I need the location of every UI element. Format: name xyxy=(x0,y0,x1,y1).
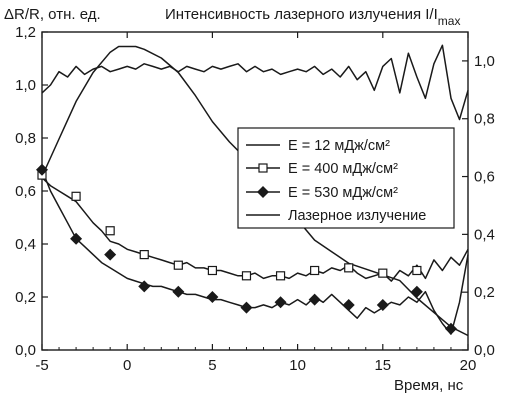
square-marker xyxy=(71,191,81,201)
diamond-marker xyxy=(70,232,83,245)
x-tick-label: 5 xyxy=(208,357,216,374)
y-right-tick-label: 0,0 xyxy=(474,342,495,359)
square-marker xyxy=(207,265,217,276)
square-marker xyxy=(105,226,115,236)
marker-layer xyxy=(36,163,457,335)
y-left-tick-label: 1,0 xyxy=(15,77,36,94)
diamond-marker xyxy=(274,296,287,309)
y-left-tick-label: 0,8 xyxy=(15,130,36,147)
y-right-tick-label: 0,4 xyxy=(474,226,495,243)
legend-square-marker xyxy=(258,163,268,173)
y-left-tick-label: 0,6 xyxy=(15,183,36,200)
square-marker xyxy=(173,260,183,270)
x-tick-label: 20 xyxy=(460,357,477,374)
diamond-marker xyxy=(240,301,253,314)
diamond-marker xyxy=(104,248,117,261)
y-axis-right-label: Интенсивность лазерного излучения I/Imax xyxy=(165,6,460,28)
square-marker xyxy=(412,265,422,276)
square-marker xyxy=(310,265,320,276)
y-axis-left-label: ΔR/R, отн. ед. xyxy=(4,6,101,23)
series-line-1 xyxy=(41,177,469,282)
diamond-marker xyxy=(138,280,151,293)
diamond-marker xyxy=(410,285,423,298)
square-marker xyxy=(378,268,388,278)
x-tick-label: 0 xyxy=(123,357,131,374)
series-line-0 xyxy=(41,44,469,121)
diamond-marker xyxy=(36,163,48,176)
diamond-marker xyxy=(342,298,355,311)
diamond-marker xyxy=(444,322,457,335)
x-axis-label: Время, нс xyxy=(394,377,464,394)
series-line-2 xyxy=(41,169,469,335)
diamond-marker xyxy=(172,285,185,298)
y-left-tick-label: 0,0 xyxy=(15,342,36,359)
square-marker xyxy=(344,263,354,273)
diamond-marker xyxy=(206,291,219,303)
legend-label-530: E = 530 мДж/см² xyxy=(288,185,398,201)
y-right-tick-label: 0,6 xyxy=(474,169,495,186)
x-tick-label: -5 xyxy=(35,357,48,374)
x-tick-label: 10 xyxy=(289,357,306,374)
legend-diamond-marker xyxy=(257,186,269,198)
tick-layer: -5 0 5 10 15 200,00,20,40,60,81,01,20,00,20,4… xyxy=(15,24,495,374)
legend-label-400: E = 400 мДж/см² xyxy=(288,161,398,177)
y-left-tick-label: 0,2 xyxy=(15,289,36,306)
legend-label-12: E = 12 мДж/см² xyxy=(288,138,390,154)
x-tick-label: 15 xyxy=(374,357,391,374)
square-marker xyxy=(139,250,149,260)
square-marker xyxy=(275,271,286,281)
square-marker xyxy=(241,271,252,281)
legend-label-laser: Лазерное излучение xyxy=(288,208,426,224)
y-left-tick-label: 1,2 xyxy=(15,24,36,41)
y-right-tick-label: 0,8 xyxy=(474,111,495,128)
diamond-marker xyxy=(376,298,389,311)
diamond-marker xyxy=(308,293,321,306)
y-left-tick-label: 0,4 xyxy=(15,236,36,253)
legend: E = 12 мДж/см² E = 400 мДж/см² E = 530 м… xyxy=(237,127,455,229)
y-right-tick-label: 1,0 xyxy=(474,53,495,70)
y-right-tick-label: 0,2 xyxy=(474,284,495,301)
